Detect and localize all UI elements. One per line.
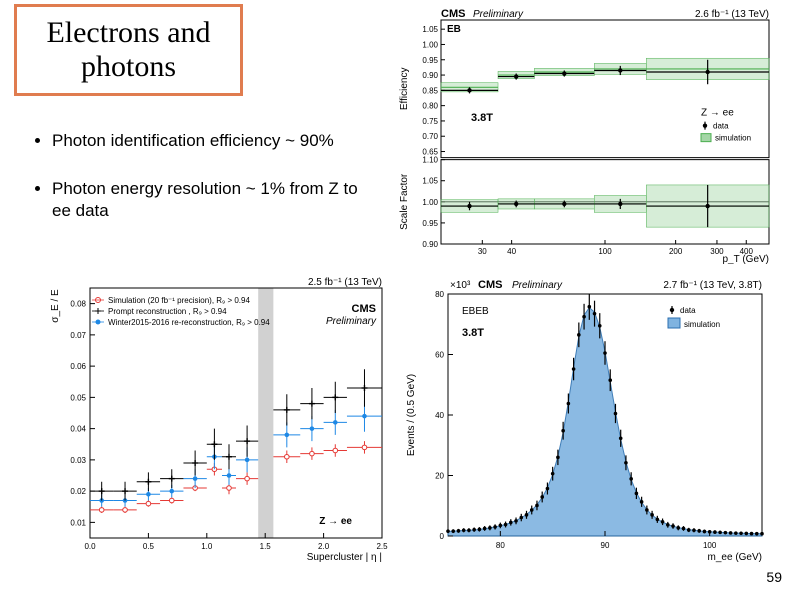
svg-text:Z → ee: Z → ee (701, 108, 734, 119)
svg-text:0.05: 0.05 (70, 393, 86, 402)
bullet-item: Photon energy resolution ~ 1% from Z to … (52, 178, 372, 222)
svg-text:0.06: 0.06 (70, 362, 86, 371)
svg-text:1.0: 1.0 (201, 542, 213, 551)
svg-text:1.05: 1.05 (422, 25, 438, 34)
svg-text:Z → ee: Z → ee (319, 516, 352, 527)
svg-text:0.85: 0.85 (422, 86, 438, 95)
svg-text:Scale Factor: Scale Factor (399, 173, 410, 230)
svg-text:Supercluster | η |: Supercluster | η | (307, 552, 382, 563)
svg-text:0.07: 0.07 (70, 331, 86, 340)
svg-text:40: 40 (435, 411, 444, 420)
svg-text:m_ee (GeV): m_ee (GeV) (708, 552, 762, 563)
slide-title: Electrons and photons (14, 4, 243, 96)
svg-text:0.75: 0.75 (422, 117, 438, 126)
svg-text:1.00: 1.00 (422, 198, 438, 207)
svg-text:Preliminary: Preliminary (512, 280, 563, 291)
svg-text:80: 80 (496, 541, 505, 550)
svg-text:1.10: 1.10 (422, 156, 438, 165)
svg-text:σ_E / E: σ_E / E (50, 289, 61, 323)
efficiency-plot: CMSPreliminary2.6 fb⁻¹ (13 TeV)0.650.700… (395, 6, 775, 264)
svg-text:0.0: 0.0 (84, 542, 96, 551)
svg-text:EBEB: EBEB (462, 306, 489, 317)
svg-text:0.04: 0.04 (70, 425, 86, 434)
svg-text:90: 90 (601, 541, 610, 550)
svg-text:Simulation (20 fb⁻¹ precision): Simulation (20 fb⁻¹ precision), R₉ > 0.9… (108, 296, 250, 305)
svg-text:CMS: CMS (478, 279, 502, 291)
svg-text:CMS: CMS (352, 303, 376, 315)
svg-text:simulation: simulation (684, 320, 720, 329)
svg-text:simulation: simulation (715, 134, 751, 143)
svg-text:60: 60 (435, 351, 444, 360)
svg-text:0.5: 0.5 (143, 542, 155, 551)
svg-text:20: 20 (435, 472, 444, 481)
svg-text:3.8T: 3.8T (471, 112, 493, 124)
svg-text:2.0: 2.0 (318, 542, 330, 551)
svg-text:Preliminary: Preliminary (473, 9, 524, 20)
svg-text:100: 100 (703, 541, 717, 550)
svg-text:100: 100 (598, 247, 612, 256)
svg-text:p_T (GeV): p_T (GeV) (723, 254, 770, 264)
svg-text:Prompt reconstruction , R₉ > 0: Prompt reconstruction , R₉ > 0.94 (108, 307, 227, 316)
svg-text:2.7 fb⁻¹ (13 TeV, 3.8T): 2.7 fb⁻¹ (13 TeV, 3.8T) (663, 280, 762, 291)
svg-text:EB: EB (447, 24, 461, 35)
svg-text:1.00: 1.00 (422, 40, 438, 49)
svg-text:Preliminary: Preliminary (326, 316, 377, 327)
svg-text:40: 40 (507, 247, 516, 256)
svg-text:0.01: 0.01 (70, 518, 86, 527)
svg-text:1.5: 1.5 (260, 542, 272, 551)
mass-plot: 80 90 100 0 20 40 60 80 ×10³ CMS Preliminary 2.7 fb… (400, 274, 770, 564)
bullet-list: Photon identification efficiency ~ 90% P… (32, 130, 372, 248)
svg-text:Winter2015-2016 re-reconstruct: Winter2015-2016 re-reconstruction, R₉ > … (108, 318, 270, 327)
svg-text:CMS: CMS (441, 8, 465, 20)
svg-text:0.02: 0.02 (70, 487, 86, 496)
svg-text:200: 200 (669, 247, 683, 256)
svg-text:0.95: 0.95 (422, 219, 438, 228)
page-number: 59 (766, 569, 782, 585)
svg-text:2.5 fb⁻¹ (13 TeV): 2.5 fb⁻¹ (13 TeV) (308, 277, 382, 288)
svg-text:0: 0 (440, 532, 445, 541)
svg-text:3.8T: 3.8T (462, 327, 484, 339)
svg-text:2.5: 2.5 (376, 542, 388, 551)
svg-text:0.08: 0.08 (70, 300, 86, 309)
svg-text:30: 30 (478, 247, 487, 256)
svg-text:0.90: 0.90 (422, 240, 438, 249)
svg-text:1.05: 1.05 (422, 177, 438, 186)
bullet-item: Photon identification efficiency ~ 90% (52, 130, 372, 152)
svg-text:data: data (680, 306, 696, 315)
svg-text:0.95: 0.95 (422, 56, 438, 65)
svg-text:80: 80 (435, 290, 444, 299)
svg-text:0.80: 0.80 (422, 102, 438, 111)
svg-text:0.90: 0.90 (422, 71, 438, 80)
svg-text:Efficiency: Efficiency (399, 68, 410, 111)
slide-title-text: Electrons and photons (17, 16, 240, 85)
svg-text:data: data (713, 122, 729, 131)
svg-text:Events / (0.5 GeV): Events / (0.5 GeV) (406, 374, 417, 456)
svg-text:0.70: 0.70 (422, 132, 438, 141)
svg-text:×10³: ×10³ (450, 280, 471, 291)
resolution-plot: 0.0 0.5 1.0 1.5 2.0 2.5 0.01 0.02 0.03 0.04 0.05 0.… (44, 274, 390, 564)
svg-text:2.6 fb⁻¹ (13 TeV): 2.6 fb⁻¹ (13 TeV) (695, 9, 769, 20)
svg-text:0.03: 0.03 (70, 456, 86, 465)
